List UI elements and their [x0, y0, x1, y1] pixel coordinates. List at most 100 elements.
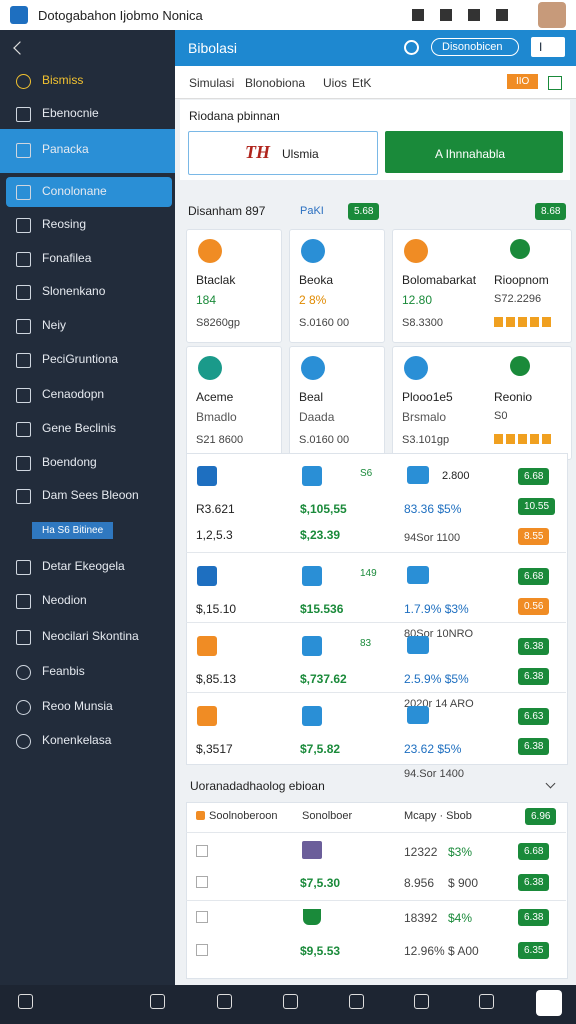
sidebar-icon [16, 734, 31, 749]
sidebar-icon [16, 700, 31, 715]
sidebar-item[interactable]: Panacka [42, 142, 89, 156]
sidebar-item[interactable]: Ebenocnie [42, 106, 99, 120]
status-icons [412, 9, 512, 21]
badge: 6.35 [518, 942, 550, 959]
nav-icon[interactable] [349, 994, 364, 1009]
app-icon [10, 6, 28, 24]
nav-icon[interactable] [18, 994, 33, 1009]
avatar [538, 2, 566, 28]
badge: 8.55 [518, 528, 550, 545]
section-title: Riodana pbinnan [189, 109, 280, 123]
sidebar-item[interactable]: Neodion [42, 593, 87, 607]
bottom-nav [0, 985, 576, 1024]
nav-icon[interactable] [414, 994, 429, 1009]
nav-active[interactable] [536, 990, 562, 1016]
card-value: Brsmalo [402, 410, 447, 424]
card-sub: S3.101gp [402, 434, 450, 446]
badge: 5.68 [348, 203, 380, 220]
sidebar [0, 30, 175, 985]
sidebar-item[interactable]: Feanbis [42, 664, 85, 678]
sidebar-item[interactable]: Reosing [42, 217, 87, 231]
search-icon [404, 40, 419, 55]
cell-b: $,737.62 [300, 672, 347, 686]
tab[interactable]: Simulasi [189, 76, 235, 90]
menu-button[interactable]: I [531, 37, 565, 57]
summary-label: Disanham 897 [188, 204, 266, 218]
card-icon [404, 356, 428, 380]
card-name: Btaclak [196, 273, 236, 287]
sidebar-item[interactable]: PeciGruntiona [42, 352, 119, 366]
card-value: Bmadlo [196, 410, 237, 424]
badge: 6.38 [518, 738, 550, 755]
sidebar-item[interactable]: Boendong [42, 455, 97, 469]
sidebar-icon [16, 594, 31, 609]
search-box[interactable]: Disonobicen [431, 38, 519, 56]
card-sub: S8.3300 [402, 317, 443, 329]
sidebar-item[interactable]: Neocilari Skontina [42, 629, 139, 643]
sidebar-item[interactable]: Bismiss [42, 73, 84, 87]
tab[interactable]: EtK [352, 76, 372, 90]
row-tag: 83 [360, 638, 372, 649]
nav-icon[interactable] [150, 994, 165, 1009]
cell-c: 2.5.9% $5% [404, 672, 469, 686]
card-icon [301, 239, 325, 263]
sidebar-icon [16, 353, 31, 368]
column-header: Mcapy · Sbob [404, 810, 472, 822]
sidebar-icon [16, 218, 31, 233]
sidebar-icon [16, 456, 31, 471]
column-header: Soolnoberoon [209, 810, 278, 822]
row-tag: 149 [360, 568, 377, 579]
row-tag: S6 [360, 468, 373, 479]
sidebar-button[interactable]: Ha S6 Bitinee [32, 522, 114, 539]
row-image [302, 841, 322, 859]
sidebar-item[interactable]: Konenkelasa [42, 733, 112, 747]
sidebar-item[interactable]: Reoo Munsia [42, 699, 113, 713]
check-icon [548, 76, 562, 90]
checkbox [196, 911, 208, 923]
row-icon-a [197, 706, 217, 726]
nav-icon[interactable] [217, 994, 232, 1009]
button-left[interactable]: Ulsmia [282, 147, 319, 161]
cell-a: $,85.13 [196, 672, 237, 686]
nav-icon[interactable] [479, 994, 494, 1009]
sidebar-item[interactable]: Cenaodopn [42, 387, 105, 401]
card-name: Aceme [196, 390, 234, 404]
sidebar-item[interactable]: Neiy [42, 318, 67, 332]
badge: 10.55 [518, 498, 556, 515]
cell-c: 12322 [404, 845, 438, 859]
rating-stars [494, 434, 554, 444]
sidebar-item[interactable]: Slonenkano [42, 284, 106, 298]
card-extra-value: S72.2296 [494, 293, 542, 305]
card-icon-2 [510, 356, 530, 376]
sidebar-item[interactable]: Detar Ekeogela [42, 559, 125, 573]
cell-c: 8.956 [404, 876, 435, 890]
button-left-frame [188, 131, 378, 175]
sidebar-icon [16, 560, 31, 575]
sidebar-item[interactable]: Gene Beclinis [42, 421, 117, 435]
badge: 0.56 [518, 598, 550, 615]
cell-b: $,105,55 [300, 502, 347, 516]
sidebar-item[interactable]: Fonafilea [42, 251, 92, 265]
sidebar-item[interactable]: Conolonane [42, 184, 107, 198]
row-icon-b [302, 706, 322, 726]
row-icon-b [302, 466, 322, 486]
card-name: Plooo1e5 [402, 390, 453, 404]
row-top: 2.800 [442, 470, 470, 482]
nav-icon[interactable] [283, 994, 298, 1009]
sidebar-icon [16, 143, 31, 158]
tab[interactable]: Blonobiona [245, 76, 306, 90]
badge: 6.63 [518, 708, 550, 725]
rating-stars [494, 317, 554, 327]
button-right[interactable]: A Ihnnahabla [435, 147, 506, 161]
column-header: Sonolboer [302, 810, 353, 822]
badge: 6.38 [518, 638, 550, 655]
sidebar-item[interactable]: Dam Sees Bleoon [42, 488, 139, 502]
tab[interactable]: Uios [323, 76, 348, 90]
badge: 6.38 [518, 874, 550, 891]
card-icon [301, 356, 325, 380]
card-value: 184 [196, 293, 217, 307]
card-sub: S21 8600 [196, 434, 244, 446]
header-title: Bibolasi [188, 40, 238, 56]
cell-a: R3.621 [196, 502, 235, 516]
